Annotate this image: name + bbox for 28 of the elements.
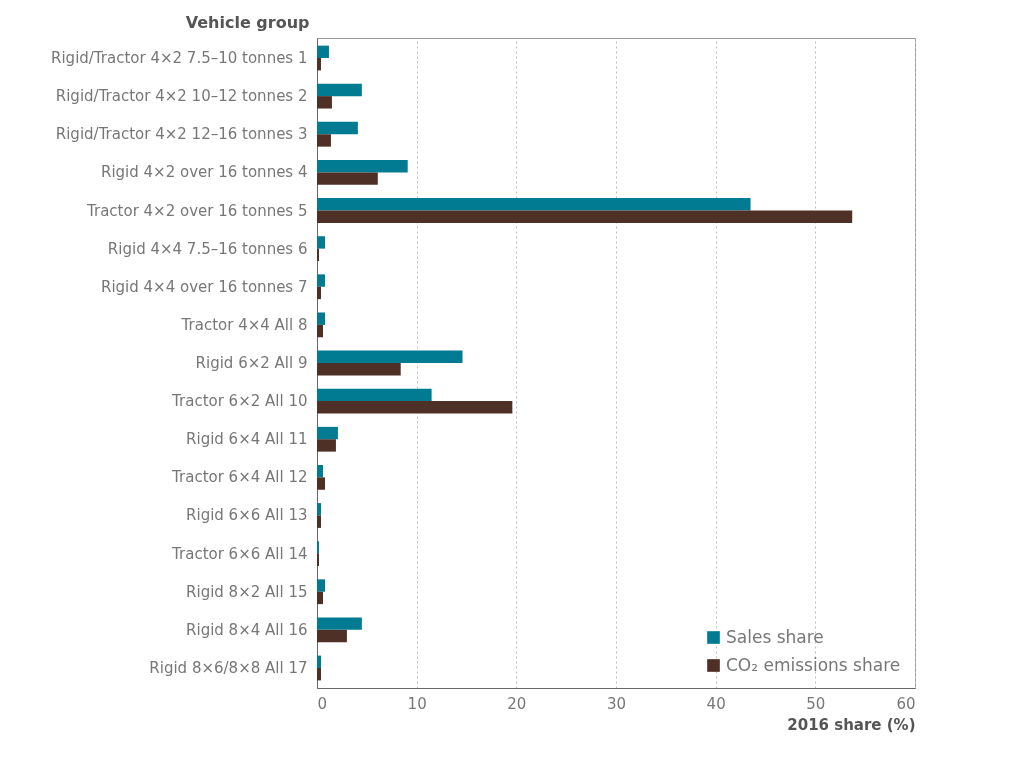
- y-tick-label: Rigid 8×2 All 15: [186, 582, 308, 601]
- y-tick-label: Rigid 6×6 All 13: [186, 506, 308, 525]
- y-tick-label: Rigid/Tractor 4×2 12–16 tonnes 3: [55, 125, 308, 144]
- legend-label: Sales share: [726, 626, 824, 647]
- x-axis-title: 2016 share (%): [787, 715, 916, 734]
- y-tick-label: Rigid 8×6/8×8 All 17: [149, 658, 308, 677]
- y-tick-label: Rigid 6×4 All 11: [186, 430, 308, 449]
- y-tick-label: Rigid 8×4 All 16: [186, 620, 308, 639]
- y-tick-label: Tractor 4×2 over 16 tonnes 5: [86, 201, 308, 220]
- y-tick-label: Rigid 6×2 All 9: [195, 354, 308, 372]
- y-tick-label: Tractor 6×6 All 14: [171, 544, 308, 563]
- y-tick-label: Tractor 6×2 All 10: [171, 392, 308, 411]
- y-tick-label: Rigid/Tractor 4×2 10–12 tonnes 2: [55, 87, 308, 106]
- x-tick-label: 60: [896, 694, 916, 713]
- x-tick-label: 0: [317, 694, 328, 713]
- x-tick-label: 30: [606, 694, 627, 713]
- x-tick-label: 40: [706, 694, 726, 713]
- y-axis-title: Vehicle group: [185, 12, 310, 32]
- y-tick-label: Rigid 4×4 7.5–16 tonnes 6: [107, 239, 308, 258]
- legend-label: CO₂ emissions share: [726, 654, 901, 675]
- y-tick-label: Tractor 4×4 All 8: [180, 315, 308, 334]
- y-tick-label: Tractor 6×4 All 12: [171, 468, 308, 487]
- x-tick-label: 10: [407, 694, 427, 713]
- y-tick-label: Rigid 4×4 over 16 tonnes 7: [101, 277, 308, 296]
- y-tick-label: Rigid 4×2 over 16 tonnes 4: [101, 163, 308, 182]
- x-tick-label: 50: [806, 694, 826, 713]
- y-tick-label: Rigid/Tractor 4×2 7.5–10 tonnes 1: [51, 49, 308, 68]
- x-tick-label: 20: [507, 694, 527, 713]
